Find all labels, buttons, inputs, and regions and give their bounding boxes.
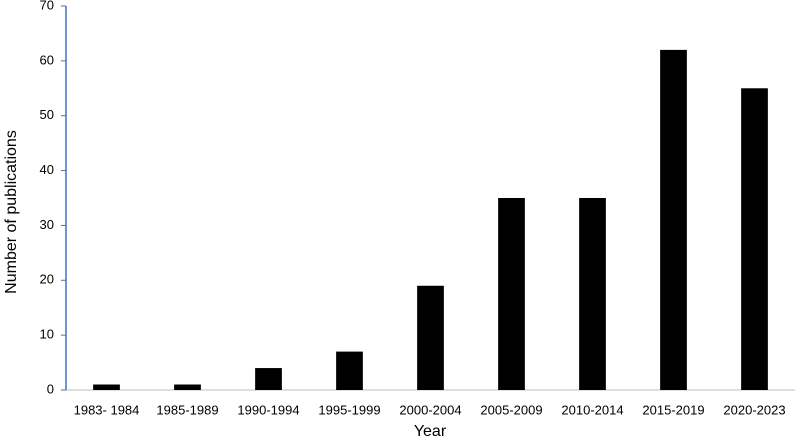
bar bbox=[174, 384, 201, 390]
x-tick-label: 1983- 1984 bbox=[74, 402, 140, 417]
bar bbox=[660, 49, 687, 391]
y-tick-label: 20 bbox=[40, 272, 54, 287]
bar bbox=[417, 285, 444, 390]
bar bbox=[498, 198, 525, 390]
y-tick-label: 60 bbox=[40, 52, 54, 67]
bar bbox=[336, 351, 363, 390]
y-tick-label: 50 bbox=[40, 107, 54, 122]
y-tick-label: 10 bbox=[40, 327, 54, 342]
y-tick-label: 40 bbox=[40, 162, 54, 177]
x-tick-label: 1985-1989 bbox=[156, 402, 218, 417]
x-tick-label: 2020-2023 bbox=[723, 402, 785, 417]
y-tick-label: 0 bbox=[47, 381, 54, 396]
x-tick-label: 2015-2019 bbox=[642, 402, 704, 417]
y-tick-label: 30 bbox=[40, 217, 54, 232]
x-tick-label: 2005-2009 bbox=[480, 402, 542, 417]
y-axis-title: Number of publications bbox=[3, 130, 20, 294]
y-tick-label: 70 bbox=[40, 0, 54, 12]
bar bbox=[741, 88, 768, 391]
x-axis-title: Year bbox=[414, 423, 447, 440]
x-tick-label: 1990-1994 bbox=[237, 402, 299, 417]
x-tick-label: 2010-2014 bbox=[561, 402, 623, 417]
bar bbox=[255, 368, 282, 390]
x-tick-label: 2000-2004 bbox=[399, 402, 461, 417]
bar bbox=[579, 198, 606, 390]
x-tick-label: 1995-1999 bbox=[318, 402, 380, 417]
bar bbox=[93, 384, 120, 390]
